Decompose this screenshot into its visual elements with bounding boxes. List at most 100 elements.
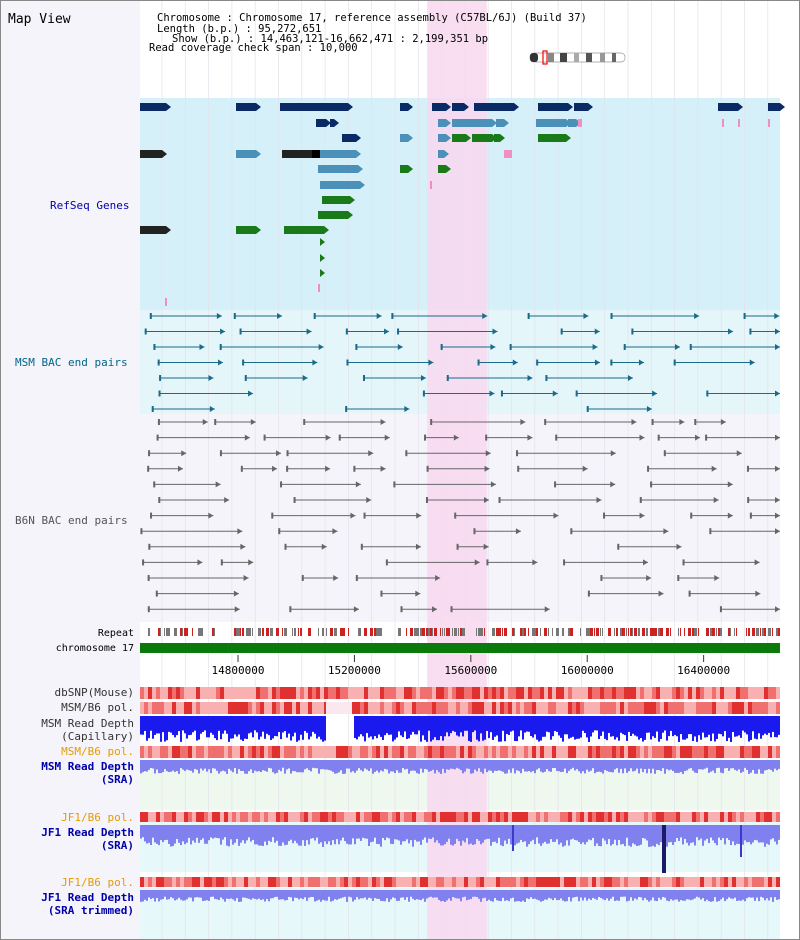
depth-bar xyxy=(436,825,438,841)
depth-bar xyxy=(254,760,256,771)
pol-cell xyxy=(248,746,252,758)
repeat-mark xyxy=(502,628,503,636)
jf1-depth-sra-track[interactable] xyxy=(140,825,780,873)
repeat-mark xyxy=(592,628,593,636)
msm-depth-sra-track[interactable] xyxy=(140,760,780,774)
depth-bar xyxy=(364,760,366,769)
depth-bar xyxy=(400,890,402,898)
pol-cell xyxy=(436,746,440,758)
bac-end xyxy=(244,375,247,381)
pol-cell xyxy=(388,812,392,822)
bac-end xyxy=(663,450,666,457)
depth-bar xyxy=(654,890,656,901)
bac-end xyxy=(473,528,476,535)
pol-cell xyxy=(612,746,616,758)
msm-depth-cap-track[interactable] xyxy=(140,716,780,742)
pol-cell xyxy=(252,702,256,714)
msm-b6-pol-1-track[interactable] xyxy=(140,702,780,714)
b6n-bac-track[interactable] xyxy=(140,419,780,613)
depth-bar xyxy=(140,716,142,735)
pol-cell xyxy=(588,687,592,699)
depth-bar xyxy=(588,890,590,899)
depth-bar xyxy=(612,716,614,737)
depth-bar xyxy=(534,890,536,899)
pol-cell xyxy=(568,812,572,822)
depth-bar xyxy=(248,716,250,734)
pol-cell xyxy=(416,687,420,699)
pol-cell xyxy=(276,746,280,758)
axis-tick-label: 15600000 xyxy=(444,664,497,677)
depth-bar xyxy=(328,825,330,842)
depth-bar xyxy=(436,760,438,771)
pol-cell xyxy=(612,687,616,699)
depth-bar xyxy=(660,890,662,900)
depth-bar xyxy=(214,890,216,899)
jf1-b6-pol-1-track[interactable] xyxy=(140,812,780,822)
msm-bac-track[interactable] xyxy=(144,313,780,412)
depth-bar xyxy=(238,825,240,846)
depth-bar xyxy=(308,760,310,771)
pol-cell xyxy=(320,702,324,714)
depth-bar xyxy=(538,825,540,844)
pol-cell xyxy=(576,746,580,758)
depth-bar xyxy=(374,716,376,737)
pol-cell xyxy=(532,812,536,822)
pol-cell xyxy=(644,687,648,699)
jf1-depth-trim-track[interactable] xyxy=(140,890,780,902)
jf1-b6-pol-2-track[interactable] xyxy=(140,877,780,887)
depth-bar xyxy=(370,716,372,737)
pol-cell xyxy=(300,687,304,699)
depth-bar xyxy=(700,890,702,900)
pol-cell xyxy=(488,812,492,822)
depth-bar xyxy=(612,825,614,845)
depth-bar xyxy=(594,890,596,899)
bac-end xyxy=(512,359,518,366)
depth-bar xyxy=(766,716,768,735)
depth-bar xyxy=(412,890,414,899)
depth-bar xyxy=(274,760,276,774)
depth-bar xyxy=(518,716,520,737)
chromosome-bar[interactable] xyxy=(140,643,780,653)
pol-cell xyxy=(448,812,452,822)
pol-cell xyxy=(752,877,756,887)
pol-cell xyxy=(260,812,264,822)
jf1-depth-trim-label-2: (SRA trimmed) xyxy=(48,904,134,917)
repeat-mark xyxy=(690,628,691,636)
chromosome-ideogram[interactable] xyxy=(529,50,626,65)
repeat-mark xyxy=(670,628,671,636)
pol-cell xyxy=(568,702,572,714)
repeat-mark xyxy=(358,628,361,636)
depth-bar xyxy=(438,825,440,844)
depth-bar xyxy=(380,716,382,737)
pol-cell xyxy=(268,746,272,758)
bac-end xyxy=(353,465,356,472)
pol-cell xyxy=(592,877,596,887)
depth-bar xyxy=(346,825,348,844)
depth-bar xyxy=(160,760,162,774)
refseq-genes-track[interactable] xyxy=(140,103,785,306)
pol-cell xyxy=(700,702,704,714)
depth-bar xyxy=(418,760,420,774)
depth-bar xyxy=(708,716,710,735)
bac-end xyxy=(400,606,403,613)
repeat-mark xyxy=(318,628,319,636)
pol-cell xyxy=(736,812,740,822)
pol-cell xyxy=(492,746,496,758)
pol-cell xyxy=(484,812,488,822)
repeat-mark xyxy=(428,628,431,636)
depth-bar xyxy=(386,716,388,734)
dbsnp-track[interactable] xyxy=(140,687,780,699)
depth-bar xyxy=(662,890,664,897)
msm-b6-pol-2-track[interactable] xyxy=(140,746,780,758)
depth-bar xyxy=(516,825,518,844)
depth-bar xyxy=(488,825,490,839)
pol-cell xyxy=(512,702,516,714)
repeat-track[interactable] xyxy=(148,628,780,636)
pol-cell xyxy=(408,687,412,699)
repeat-mark xyxy=(772,628,773,636)
depth-bar xyxy=(256,760,258,772)
pol-cell xyxy=(188,702,192,714)
pol-cell xyxy=(732,877,736,887)
pol-cell xyxy=(688,746,692,758)
